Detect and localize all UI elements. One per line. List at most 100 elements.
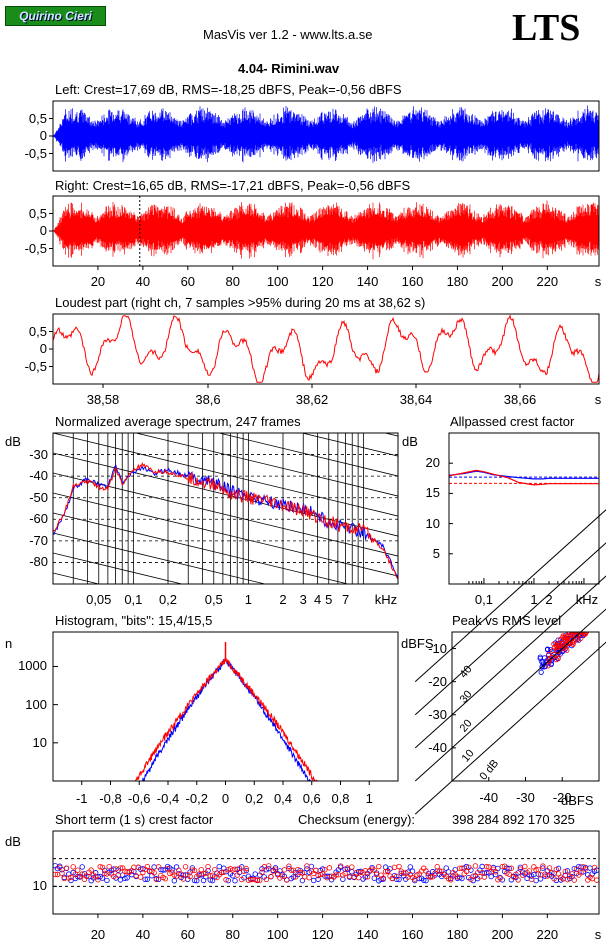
app-title: MasVis ver 1.2 - www.lts.a.se xyxy=(203,27,373,42)
short-crest-point-right xyxy=(57,864,63,871)
short-crest-point-right xyxy=(66,875,72,881)
short-crest-point-left xyxy=(99,875,106,881)
short-crest-point-right xyxy=(317,871,324,878)
short-crest-xtick-label: 20 xyxy=(90,927,106,942)
short-crest-point-right xyxy=(513,871,519,877)
short-crest-point-right xyxy=(288,867,294,873)
short-crest-point-right xyxy=(283,877,290,883)
peak-rms-point-right xyxy=(569,632,575,635)
peak-rms-point-right xyxy=(555,655,561,661)
short-crest-point-right xyxy=(436,868,443,874)
short-crest-point-right xyxy=(470,873,476,879)
short-crest-point-right xyxy=(517,866,524,872)
short-crest-frame xyxy=(52,830,600,915)
short-crest-point-right xyxy=(263,876,270,883)
loudest-part-signal xyxy=(52,314,600,383)
short-crest-point-left xyxy=(207,877,213,883)
histogram-xtick-label: 1 xyxy=(365,791,373,806)
short-crest-point-right xyxy=(223,877,229,883)
peak-rms-diagonal xyxy=(414,641,606,815)
short-crest-point-left xyxy=(191,877,198,884)
short-crest-point-right xyxy=(234,872,240,878)
short-crest-point-right xyxy=(434,864,440,870)
short-crest-point-right xyxy=(515,877,521,883)
short-crest-point-left xyxy=(492,871,499,878)
short-crest-point-right xyxy=(528,876,535,883)
short-crest-point-right xyxy=(380,875,386,881)
histogram-xtick-label: -0,8 xyxy=(99,791,122,806)
spectrum-slope-line xyxy=(53,333,398,416)
short-crest-point-right xyxy=(463,868,470,875)
short-crest-point-right xyxy=(582,866,589,872)
short-crest-point-left xyxy=(495,865,501,872)
spectrum-ytick-label: -30 xyxy=(29,446,48,462)
short-crest-point-right xyxy=(70,864,76,870)
short-crest-point-left xyxy=(144,876,151,882)
short-crest-point-right xyxy=(573,866,580,872)
short-crest-point-right xyxy=(178,871,184,877)
short-crest-point-right xyxy=(173,873,180,879)
spectrum-xtick-label: 0,1 xyxy=(124,592,143,607)
histogram-xtick-label: -1 xyxy=(75,791,88,806)
short-crest-point-left xyxy=(506,865,512,872)
short-crest-point-left xyxy=(310,877,317,884)
short-crest-point-right xyxy=(432,870,438,876)
spectrum-slope-line xyxy=(53,593,398,676)
peak-rms-ytick-label: -10 xyxy=(428,640,447,656)
short-crest-point-left xyxy=(194,877,200,884)
left-waveform-signal xyxy=(53,105,599,163)
spectrum-ytick-label: -60 xyxy=(29,511,48,527)
short-crest-point-right xyxy=(254,877,261,883)
short-crest-point-right xyxy=(101,870,108,877)
crest-allpass-ytick-label: 5 xyxy=(432,545,440,561)
right-waveform-xtick-label: 20 xyxy=(90,274,106,289)
spectrum-xtick-label: 2 xyxy=(279,592,287,607)
left-waveform-title: Left: Crest=17,69 dB, RMS=-18,25 dBFS, P… xyxy=(55,82,402,97)
spectrum-ytick-label: -40 xyxy=(29,468,48,484)
histogram-xtick-label: 0 xyxy=(221,791,230,806)
histogram-xtick-label: 0,6 xyxy=(302,791,321,806)
peak-rms-point-right xyxy=(562,634,568,640)
short-crest-point-right xyxy=(540,863,546,869)
short-crest-point-left xyxy=(587,865,593,871)
author-badge: Quirino Cieri xyxy=(5,6,106,26)
short-crest-point-right xyxy=(75,867,81,873)
short-crest-xtick-label: 200 xyxy=(491,927,514,942)
short-crest-point-right xyxy=(162,876,169,882)
short-crest-point-left xyxy=(409,868,416,874)
short-crest-point-right xyxy=(396,863,402,870)
peak-rms-point-right xyxy=(568,637,574,643)
short-crest-point-right xyxy=(272,866,279,872)
short-crest-point-right xyxy=(483,864,490,870)
crest-allpass-xtick-label: 2 xyxy=(545,592,553,607)
loudest-part-title: Loudest part (right ch, 7 samples >95% d… xyxy=(55,295,426,310)
short-crest-point-right xyxy=(115,872,121,878)
crest-allpass-ytick-label: 20 xyxy=(425,455,440,471)
spectrum-slope-line xyxy=(53,512,350,584)
short-crest-point-right xyxy=(526,868,533,874)
short-crest-point-left xyxy=(537,876,544,882)
loudest-part-xtick-label: 38,58 xyxy=(86,392,120,407)
short-crest-point-right xyxy=(221,869,227,875)
short-crest-point-right xyxy=(137,874,144,880)
peak-rms-point-right xyxy=(558,646,564,652)
peak-rms-point-right xyxy=(555,648,561,654)
short-crest-point-left xyxy=(173,864,180,870)
short-crest-point-right xyxy=(72,871,79,877)
right-waveform-title: Right: Crest=16,65 dB, RMS=-17,21 dBFS, … xyxy=(55,178,411,193)
short-crest-point-right xyxy=(326,865,333,871)
short-crest-point-left xyxy=(171,878,178,884)
peak-rms-point-right xyxy=(565,633,571,639)
short-crest-point-left xyxy=(266,865,272,872)
short-crest-point-left xyxy=(423,877,429,884)
right-waveform-xunit: s xyxy=(594,274,602,289)
peak-rms-point-right xyxy=(560,634,566,640)
spectrum-ytick-label: -50 xyxy=(29,489,48,505)
crest-allpass-line-left xyxy=(448,470,599,480)
short-crest-point-right xyxy=(486,864,492,870)
spectrum-title: Normalized average spectrum, 247 frames xyxy=(55,414,301,429)
short-crest-point-right xyxy=(236,865,243,871)
right-waveform-xtick-label: 140 xyxy=(356,274,379,289)
short-crest-point-right xyxy=(279,873,285,879)
short-crest-point-left xyxy=(104,877,110,884)
